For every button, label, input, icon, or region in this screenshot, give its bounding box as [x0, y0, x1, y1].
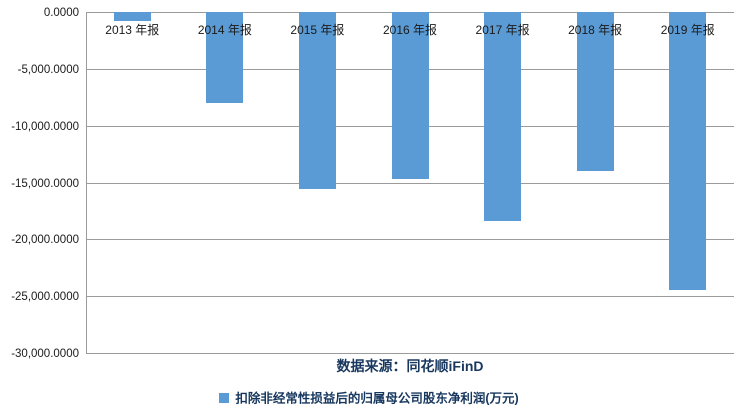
x-axis-label: 2019 年报	[660, 23, 715, 37]
x-axis-label: 2018 年报	[568, 23, 623, 37]
gridline	[86, 296, 734, 298]
y-axis-tick-label: 0.0000	[43, 7, 79, 19]
y-axis-tick-label: -30,000.0000	[11, 348, 79, 360]
legend: 扣除非经常性损益后的归属母公司股东净利润(万元)	[0, 390, 738, 407]
bar-2018	[576, 12, 614, 172]
source-caption: 数据来源：同花顺iFinD	[336, 358, 484, 374]
bar-2015	[298, 12, 336, 189]
y-axis-tick-label: -5,000.0000	[17, 63, 79, 76]
y-axis-line	[86, 12, 87, 353]
bar-2013	[113, 12, 151, 22]
x-axis-label: 2017 年报	[475, 23, 530, 37]
gridline	[86, 182, 734, 184]
x-axis-label: 2013 年报	[105, 23, 160, 37]
y-axis-tick-label: -25,000.0000	[11, 291, 79, 304]
x-axis-label: 2015 年报	[290, 23, 345, 37]
bar-2019	[669, 12, 707, 290]
gridline	[86, 353, 734, 354]
bar-2017	[484, 12, 522, 221]
x-axis-label: 2016 年报	[382, 23, 438, 37]
legend-marker-icon	[219, 392, 230, 403]
plot-area: 2013 年报 2014 年报 2015 年报 2016 年报 2017 年报 2018 …	[86, 12, 734, 354]
bar-2014	[206, 12, 244, 103]
y-axis-tick-label: -20,000.0000	[11, 234, 79, 247]
x-axis-label: 2014 年报	[197, 23, 252, 37]
y-axis-tick-label: -15,000.0000	[11, 177, 79, 190]
bar-2016	[391, 12, 429, 179]
y-axis-tick-label: -10,000.0000	[11, 120, 79, 133]
gridline	[86, 239, 734, 241]
legend-label: 扣除非经常性损益后的归属母公司股东净利润(万元)	[235, 391, 519, 406]
